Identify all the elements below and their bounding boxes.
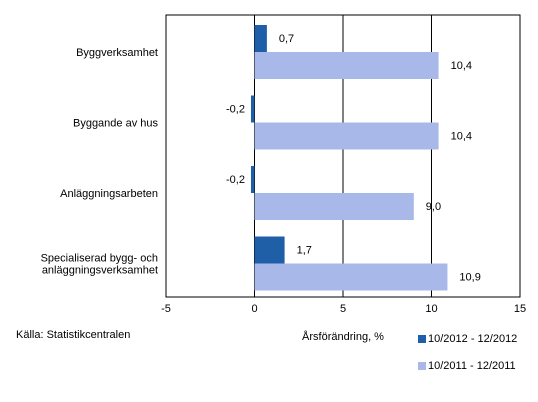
category-labels: Byggverksamhet Byggande av hus Anläggnings… xyxy=(41,47,159,277)
data-label: -0,2 xyxy=(226,174,245,186)
x-tick-label: 15 xyxy=(514,303,526,315)
legend-item-series-2: 10/2011 - 12/2011 xyxy=(418,360,516,372)
x-tick-label: 0 xyxy=(251,303,257,315)
legend-label-series-2: 10/2011 - 12/2011 xyxy=(428,360,516,372)
tick-labels: -5 0 5 10 15 xyxy=(161,303,526,315)
category-label: Anläggningsarbeten xyxy=(60,188,158,200)
bar xyxy=(254,193,414,220)
bar xyxy=(254,25,267,52)
source-note: Källa: Statistikcentralen xyxy=(16,329,131,341)
bar xyxy=(254,236,285,264)
data-label: 9,0 xyxy=(426,201,441,213)
bars xyxy=(250,25,448,291)
category-label: Byggverksamhet xyxy=(76,47,158,59)
x-axis-label: Årsförändring, % xyxy=(302,330,384,343)
data-label: -0,2 xyxy=(226,104,245,116)
category-label: anläggningsverksamhet xyxy=(42,265,158,277)
x-tick-label: 5 xyxy=(340,303,346,315)
x-tick-label: -5 xyxy=(161,303,171,315)
data-label: 10,9 xyxy=(459,272,480,284)
category-label: Specialiserad bygg- och xyxy=(41,253,158,265)
bar xyxy=(250,166,255,193)
data-label: 10,4 xyxy=(451,131,472,143)
bar xyxy=(254,263,448,291)
data-label: 1,7 xyxy=(297,245,312,257)
legend-item-series-1: 10/2012 - 12/2012 xyxy=(418,333,517,345)
legend-swatch-series-1 xyxy=(418,335,426,343)
data-label: 10,4 xyxy=(451,60,472,72)
data-label: 0,7 xyxy=(279,33,294,45)
bar xyxy=(250,95,255,123)
plot-area-frame xyxy=(165,14,521,298)
data-labels: 0,7 10,4 -0,2 10,4 -0,2 9,0 1,7 10,9 xyxy=(226,33,481,284)
bar xyxy=(254,122,439,150)
category-label: Byggande av hus xyxy=(73,118,159,130)
legend-swatch-series-2 xyxy=(418,362,426,370)
bar xyxy=(254,52,439,79)
x-tick-label: 10 xyxy=(425,303,437,315)
legend-label-series-1: 10/2012 - 12/2012 xyxy=(428,333,518,345)
